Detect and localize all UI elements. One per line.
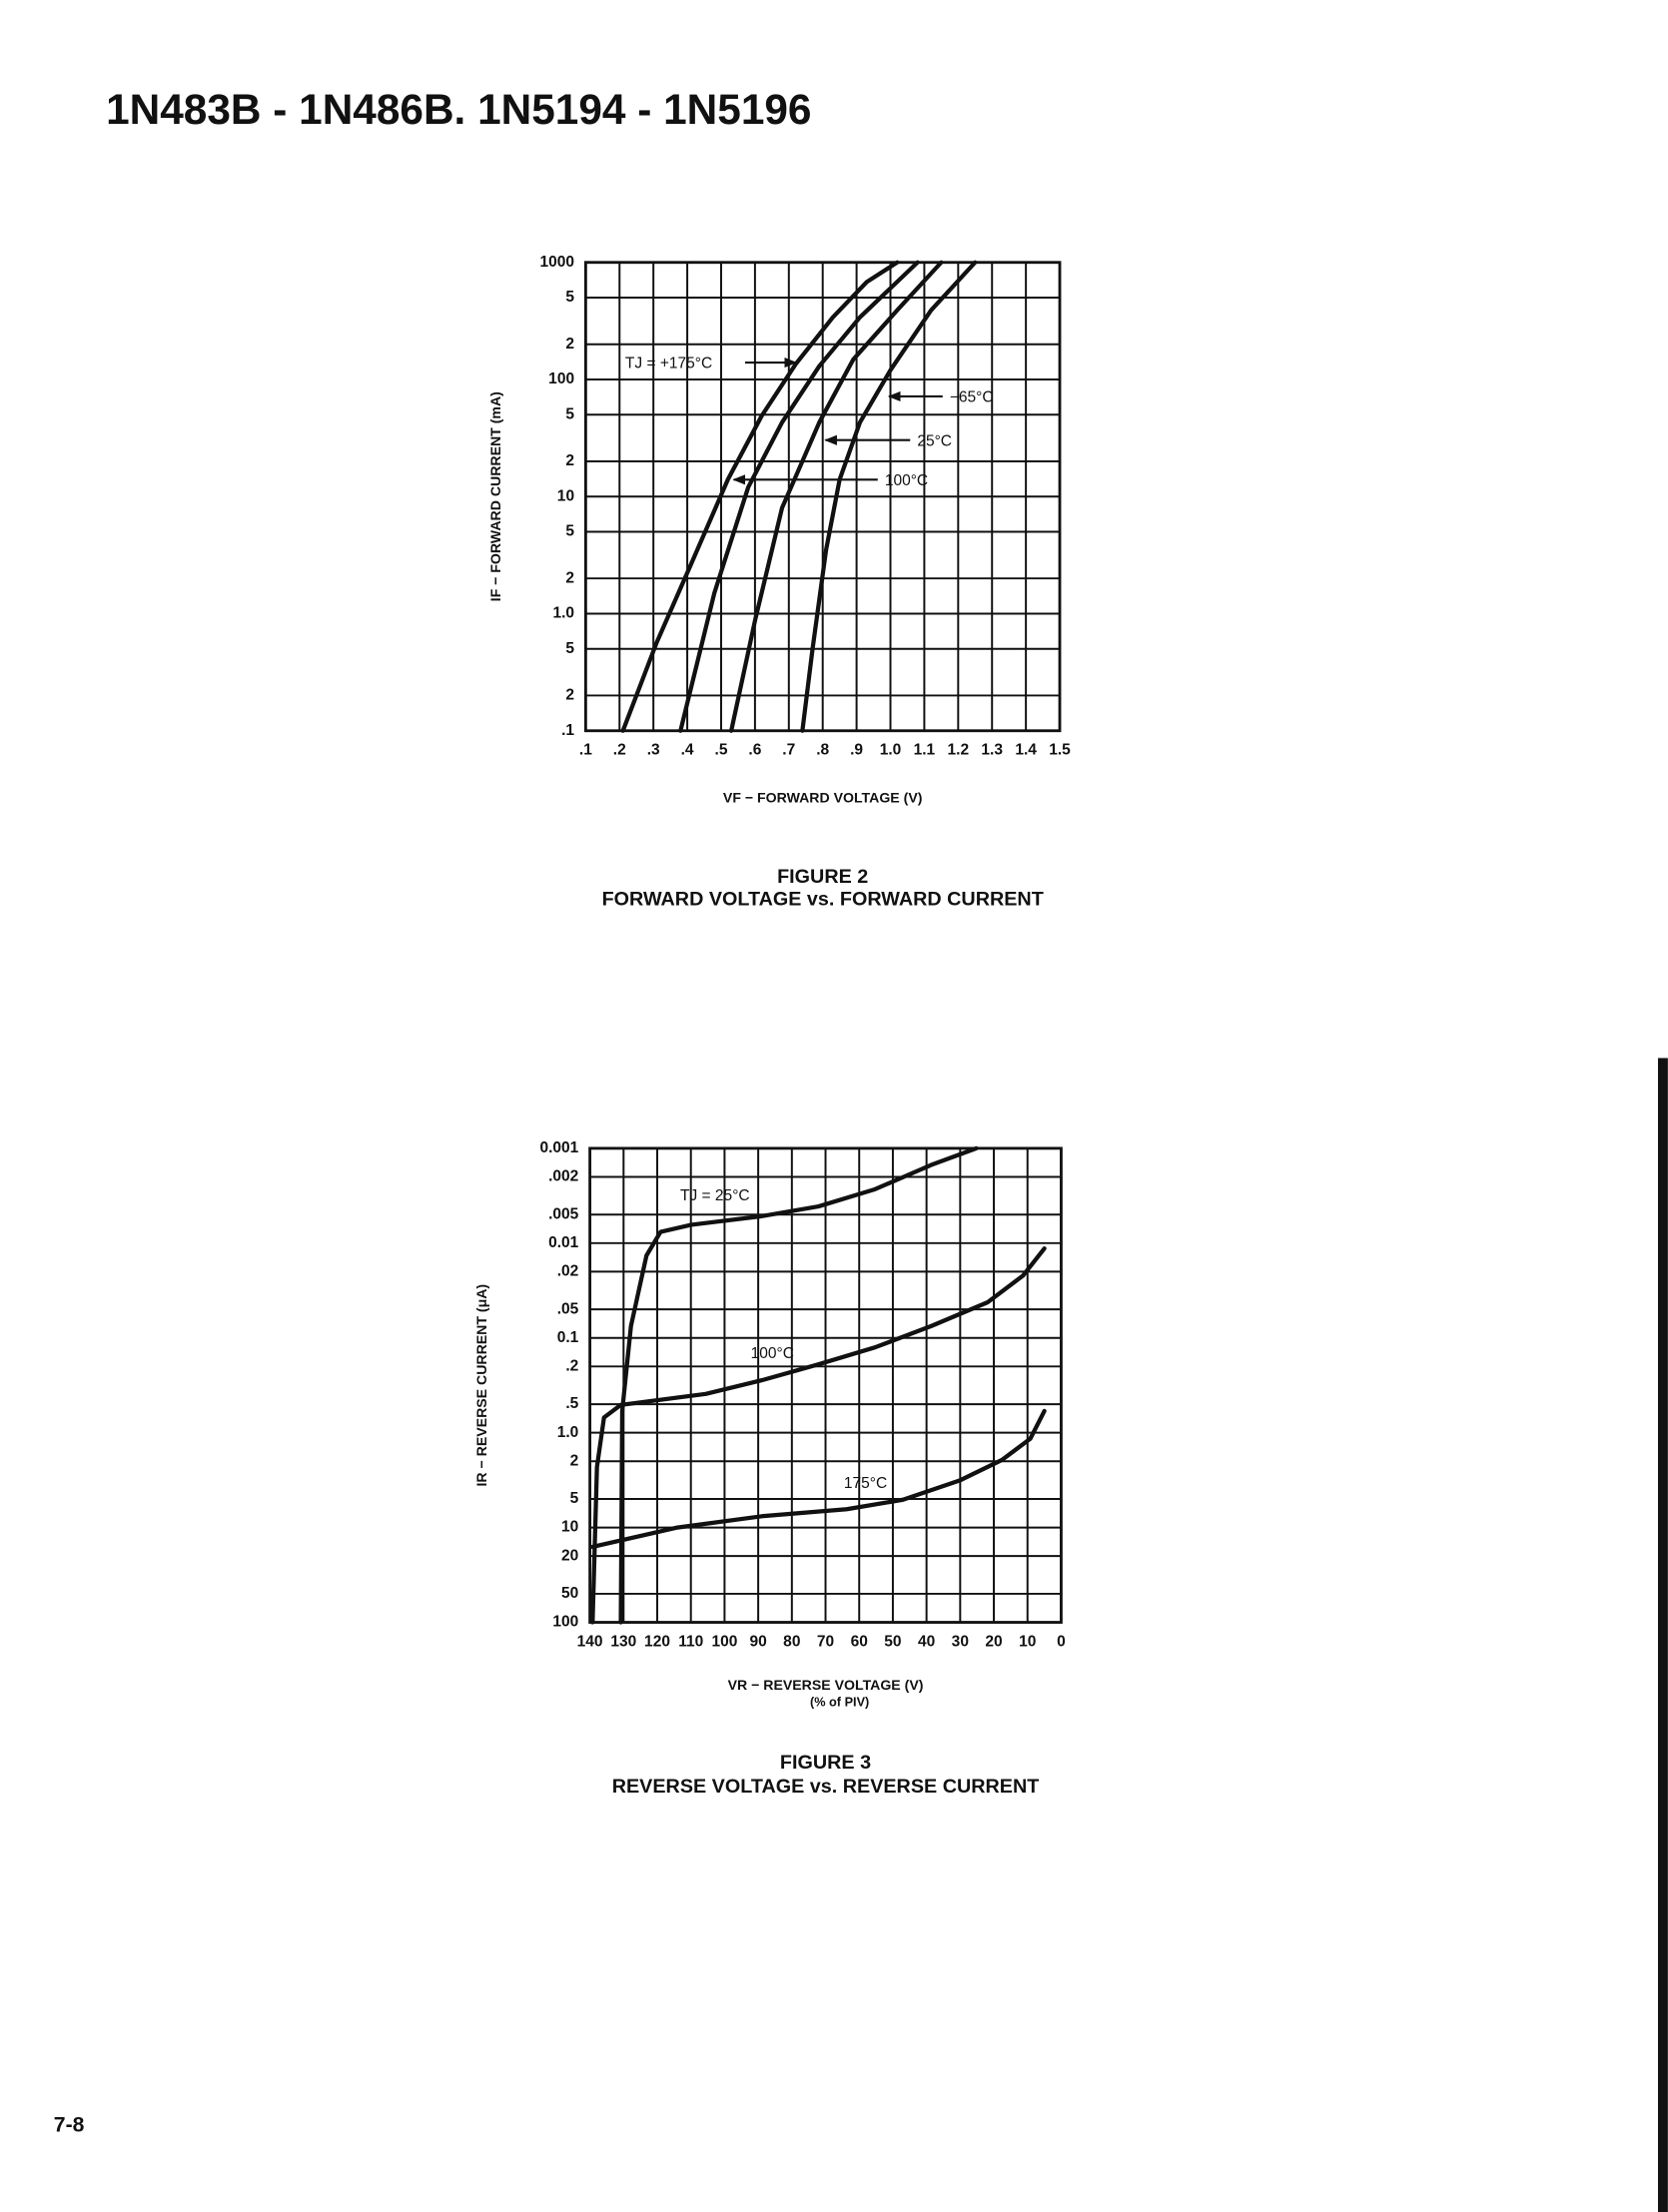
figure-caption: REVERSE VOLTAGE vs. REVERSE CURRENT (612, 1776, 1040, 1798)
y-tick-label: 0.1 (557, 1329, 579, 1346)
x-tick-label: 1.3 (981, 742, 1003, 759)
y-tick-label: 0.01 (548, 1234, 579, 1251)
y-tick-label: 5 (565, 523, 574, 540)
x-tick-label: 1.1 (914, 742, 936, 759)
x-tick-label: .7 (782, 742, 795, 759)
y-tick-label: .002 (548, 1168, 579, 1185)
y-tick-label: .1 (561, 722, 574, 739)
curve (590, 1246, 1047, 1625)
curve-label: TJ = 25°C (680, 1187, 750, 1204)
y-tick-label: .005 (548, 1205, 579, 1222)
x-tick-label: .5 (715, 742, 728, 759)
x-tick-label: 1.0 (880, 742, 902, 759)
x-axis-label: VF − FORWARD VOLTAGE (V) (723, 789, 923, 805)
x-axis-label: VR − REVERSE VOLTAGE (V) (728, 1677, 924, 1693)
curve (729, 260, 944, 733)
y-tick-label: .2 (565, 1357, 578, 1374)
y-tick-label: 100 (548, 370, 574, 387)
y-tick-label: 2 (565, 452, 574, 469)
x-tick-label: 1.4 (1015, 742, 1037, 759)
y-axis-label: IR − REVERSE CURRENT (μA) (473, 1284, 489, 1487)
y-tick-label: .5 (565, 1395, 578, 1412)
x-tick-label: 0 (1057, 1633, 1066, 1650)
x-tick-label: 120 (644, 1633, 670, 1650)
y-tick-label: .05 (557, 1300, 579, 1317)
x-axis-note: (% of PIV) (810, 1694, 869, 1709)
plot-frame (588, 1146, 1063, 1624)
x-tick-label: 100 (711, 1633, 737, 1650)
x-tick-label: 1.5 (1049, 742, 1071, 759)
y-tick-label: 5 (565, 405, 574, 422)
curve-label: −65°C (950, 388, 994, 405)
x-tick-label: 10 (1019, 1633, 1036, 1650)
curve-label: 25°C (917, 432, 952, 449)
y-tick-label: 10 (561, 1519, 578, 1536)
page-title: 1N483B - 1N486B. 1N5194 - 1N5196 (106, 86, 811, 133)
curve-label: 100°C (885, 472, 928, 489)
y-tick-label: 10 (557, 487, 574, 504)
y-tick-label: .02 (557, 1262, 579, 1279)
x-tick-label: .9 (850, 742, 863, 759)
x-tick-label: .4 (681, 742, 694, 759)
curve (620, 260, 900, 733)
x-tick-label: 20 (985, 1633, 1002, 1650)
curve (678, 260, 920, 733)
curve (800, 260, 978, 733)
figure-number: FIGURE 2 (777, 866, 868, 888)
figure-caption: FORWARD VOLTAGE vs. FORWARD CURRENT (602, 888, 1044, 910)
x-tick-label: .8 (816, 742, 829, 759)
x-tick-label: .2 (613, 742, 626, 759)
x-tick-label: 140 (577, 1633, 603, 1650)
y-tick-label: 2 (570, 1452, 579, 1469)
plot-frame (583, 261, 1062, 733)
x-tick-label: 80 (783, 1633, 800, 1650)
x-tick-label: .1 (579, 742, 592, 759)
y-tick-label: 50 (561, 1585, 578, 1602)
y-tick-label: 1.0 (557, 1424, 579, 1441)
x-tick-label: .3 (647, 742, 660, 759)
y-tick-label: 0.001 (539, 1139, 578, 1156)
x-tick-label: 30 (952, 1633, 969, 1650)
page-number: 7-8 (54, 2113, 85, 2136)
y-tick-label: 2 (565, 687, 574, 704)
x-tick-label: 130 (610, 1633, 636, 1650)
x-tick-label: 110 (678, 1633, 703, 1650)
x-tick-label: 50 (884, 1633, 901, 1650)
curve (618, 1145, 979, 1625)
y-tick-label: 2 (565, 336, 574, 353)
figure-number: FIGURE 3 (780, 1752, 871, 1774)
y-tick-label: 20 (561, 1547, 578, 1564)
x-tick-label: 40 (918, 1633, 935, 1650)
y-tick-label: 5 (565, 640, 574, 657)
y-tick-label: 5 (570, 1490, 579, 1507)
y-tick-label: 1.0 (552, 605, 574, 622)
x-tick-label: .6 (748, 742, 761, 759)
y-axis-label: IF − FORWARD CURRENT (mA) (487, 391, 503, 601)
y-tick-label: 1000 (540, 254, 575, 271)
y-tick-label: 2 (565, 569, 574, 586)
curve-label: TJ = +175°C (625, 356, 712, 372)
edge-bar (1657, 1058, 1668, 2212)
y-tick-label: 100 (552, 1614, 578, 1631)
y-tick-label: 5 (565, 289, 574, 306)
curve-label: 175°C (844, 1475, 887, 1492)
x-tick-label: 90 (749, 1633, 766, 1650)
x-tick-label: 70 (817, 1633, 834, 1650)
curve-label: 100°C (751, 1345, 794, 1362)
x-tick-label: 1.2 (948, 742, 970, 759)
curve (590, 1408, 1047, 1550)
x-tick-label: 60 (851, 1633, 868, 1650)
